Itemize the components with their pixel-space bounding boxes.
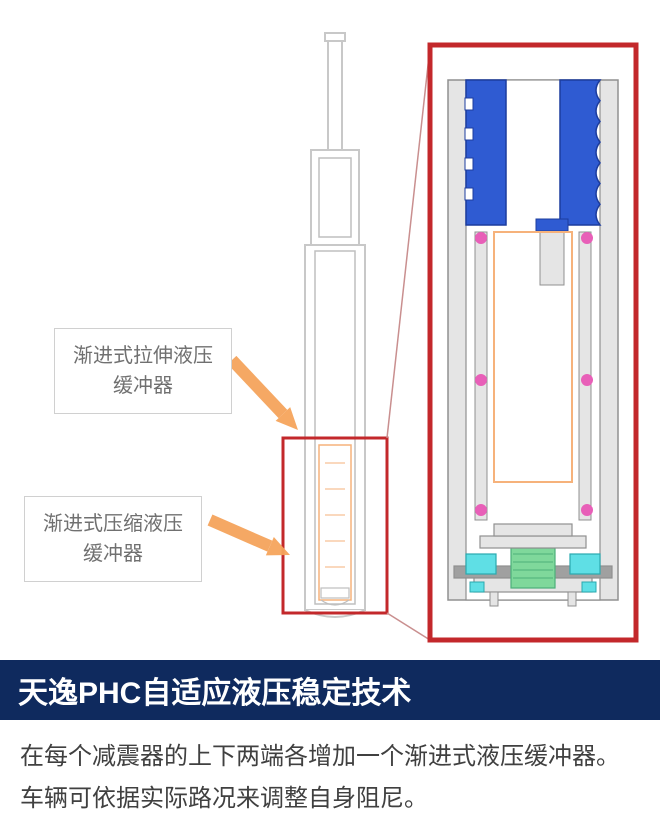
description-area: 在每个减震器的上下两端各增加一个渐进式液压缓冲器。车辆可依据实际路况来调整自身阻… bbox=[0, 720, 660, 840]
callout-label-compression: 渐进式压缩液压缓冲器 bbox=[24, 496, 202, 582]
diagram-area: 渐进式拉伸液压缓冲器渐进式压缩液压缓冲器 bbox=[0, 0, 660, 660]
title-bar: 天逸PHC自适应液压稳定技术 bbox=[0, 660, 660, 720]
callout-label-tension: 渐进式拉伸液压缓冲器 bbox=[54, 328, 232, 414]
title-text: 天逸PHC自适应液压稳定技术 bbox=[18, 668, 411, 712]
description-text: 在每个减震器的上下两端各增加一个渐进式液压缓冲器。车辆可依据实际路况来调整自身阻… bbox=[20, 736, 640, 820]
